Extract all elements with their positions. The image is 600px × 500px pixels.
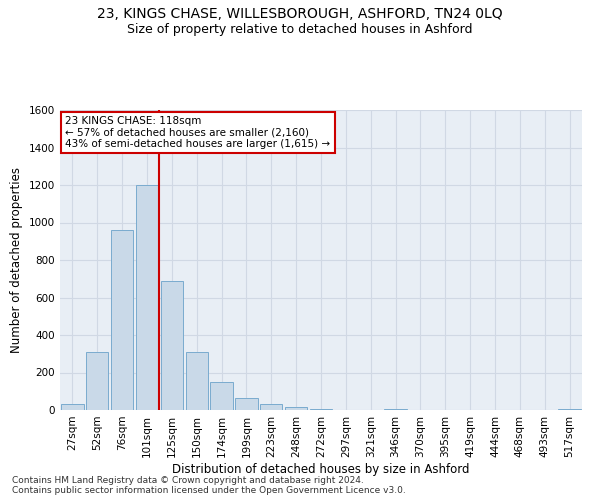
Bar: [235, 398, 257, 410]
Text: Contains HM Land Registry data © Crown copyright and database right 2024.
Contai: Contains HM Land Registry data © Crown c…: [12, 476, 406, 495]
Bar: [559, 409, 581, 410]
Bar: [211, 382, 233, 410]
X-axis label: Distribution of detached houses by size in Ashford: Distribution of detached houses by size …: [172, 462, 470, 475]
Bar: [161, 280, 183, 410]
Text: 23, KINGS CHASE, WILLESBOROUGH, ASHFORD, TN24 0LQ: 23, KINGS CHASE, WILLESBOROUGH, ASHFORD,…: [97, 8, 503, 22]
Bar: [260, 404, 283, 410]
Y-axis label: Number of detached properties: Number of detached properties: [10, 167, 23, 353]
Bar: [310, 409, 332, 410]
Bar: [136, 185, 158, 410]
Bar: [61, 404, 83, 410]
Bar: [385, 409, 407, 410]
Bar: [111, 230, 133, 410]
Bar: [185, 352, 208, 410]
Text: 23 KINGS CHASE: 118sqm
← 57% of detached houses are smaller (2,160)
43% of semi-: 23 KINGS CHASE: 118sqm ← 57% of detached…: [65, 116, 331, 149]
Text: Size of property relative to detached houses in Ashford: Size of property relative to detached ho…: [127, 22, 473, 36]
Bar: [86, 352, 109, 410]
Bar: [285, 407, 307, 410]
